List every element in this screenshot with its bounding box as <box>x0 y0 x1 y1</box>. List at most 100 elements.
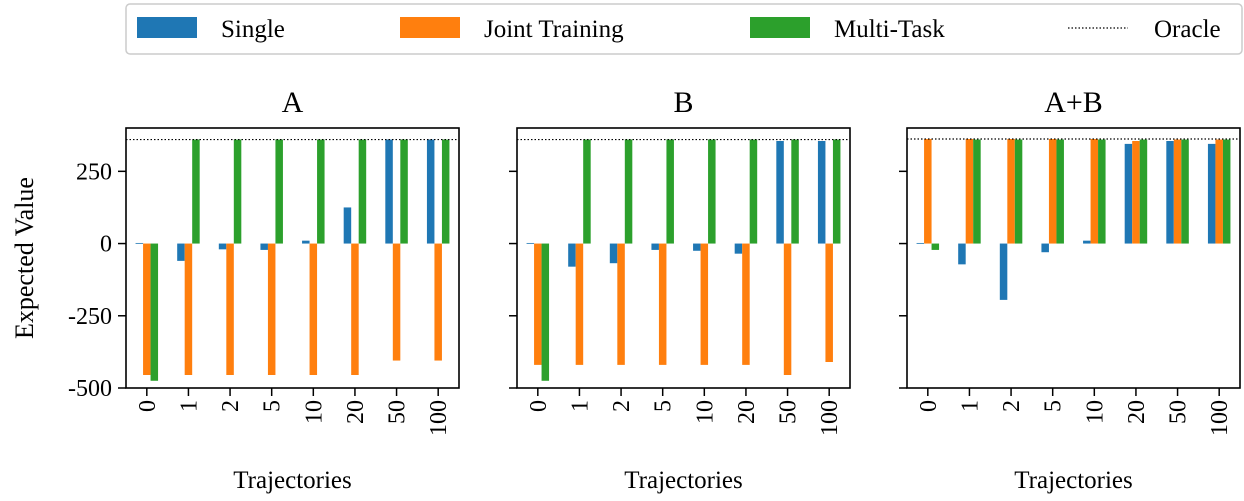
bar-joint-training-1 <box>575 243 584 365</box>
bar-single-50 <box>385 139 393 244</box>
x-tick-label: 100 <box>426 400 452 436</box>
x-tick-label: 10 <box>301 400 327 424</box>
bar-single-50 <box>1166 141 1174 244</box>
panel-title: B <box>673 86 693 119</box>
bar-joint-training-0 <box>924 138 932 244</box>
bar-single-5 <box>651 243 659 250</box>
x-tick-label: 1 <box>176 400 202 412</box>
bar-multi-task-50 <box>400 139 408 244</box>
bar-joint-training-100 <box>1215 139 1223 244</box>
bar-multi-task-1 <box>973 139 981 244</box>
bar-multi-task-2 <box>233 139 242 244</box>
x-tick-label: 0 <box>916 400 942 412</box>
panel-1: A -500 -250 0 250 0 1 2 5 10 20 50 100 Trajectories <box>68 86 460 494</box>
y-tick-label: 250 <box>76 159 112 185</box>
bar-joint-training-0 <box>143 243 151 375</box>
x-tick-label: 5 <box>1041 400 1067 412</box>
x-tick-label: 20 <box>1124 400 1150 424</box>
legend-label-3: Oracle <box>1154 16 1221 43</box>
bar-multi-task-0 <box>150 243 159 381</box>
bar-single-10 <box>693 243 701 251</box>
bar-joint-training-50 <box>392 243 401 361</box>
bar-multi-task-20 <box>358 139 367 244</box>
panel-2: B 0 1 2 5 10 20 50 100 Trajectories <box>509 86 851 494</box>
x-tick-label: 50 <box>385 400 411 424</box>
bar-multi-task-20 <box>749 139 758 244</box>
bar-multi-task-1 <box>583 139 591 244</box>
y-tick-label: -250 <box>68 304 112 330</box>
bar-multi-task-0 <box>541 243 550 381</box>
legend-frame <box>125 3 1243 55</box>
bar-single-2 <box>609 243 618 264</box>
bar-joint-training-5 <box>267 243 276 375</box>
bar-multi-task-50 <box>791 139 799 244</box>
panel-title: A <box>282 86 304 119</box>
y-tick-label: -500 <box>68 376 112 402</box>
panel-title: A+B <box>1044 86 1103 119</box>
legend-swatch-2 <box>750 17 810 38</box>
bar-joint-training-20 <box>742 243 750 365</box>
x-tick-label: 20 <box>734 400 760 424</box>
bar-multi-task-50 <box>1181 139 1189 244</box>
bar-joint-training-5 <box>1048 138 1057 244</box>
x-tick-label: 1 <box>567 400 593 412</box>
bar-single-1 <box>177 243 185 261</box>
x-tick-label: 2 <box>609 400 635 412</box>
bar-joint-training-50 <box>783 243 792 375</box>
bar-multi-task-100 <box>441 139 450 244</box>
x-tick-label: 20 <box>343 400 369 424</box>
x-tick-label: 100 <box>1207 400 1233 436</box>
bar-single-5 <box>260 243 268 250</box>
bar-joint-training-50 <box>1173 139 1182 244</box>
bar-multi-task-0 <box>931 243 940 250</box>
legend-swatch-0 <box>137 17 197 38</box>
bar-multi-task-10 <box>317 139 325 244</box>
bar-joint-training-20 <box>351 243 359 375</box>
bar-multi-task-1 <box>192 139 200 244</box>
bar-joint-training-1 <box>184 243 193 375</box>
x-axis-label: Trajectories <box>233 467 352 494</box>
bar-single-100 <box>426 139 435 244</box>
bar-joint-training-100 <box>825 243 833 362</box>
bar-joint-training-2 <box>226 243 234 375</box>
bar-multi-task-20 <box>1139 139 1148 244</box>
x-tick-label: 0 <box>135 400 161 412</box>
bar-single-50 <box>776 141 784 244</box>
x-tick-label: 5 <box>260 400 286 412</box>
x-axis-label: Trajectories <box>624 467 743 494</box>
panel-3: A+B 0 1 2 5 10 20 50 100 Trajectories <box>899 86 1241 494</box>
bar-single-1 <box>568 243 576 267</box>
legend-swatch-1 <box>400 17 460 38</box>
bar-single-0 <box>526 242 535 244</box>
bar-joint-training-2 <box>617 243 625 365</box>
x-tick-label: 50 <box>1166 400 1192 424</box>
panel-frame <box>906 127 1241 389</box>
y-tick-label: 0 <box>100 232 112 258</box>
bar-joint-training-10 <box>700 243 709 365</box>
bar-single-20 <box>343 207 352 244</box>
bar-multi-task-5 <box>1056 139 1064 244</box>
bar-joint-training-1 <box>965 138 974 244</box>
bar-joint-training-20 <box>1132 141 1140 244</box>
bar-single-10 <box>1083 240 1091 244</box>
panel-frame <box>125 127 460 389</box>
bar-multi-task-100 <box>832 139 841 244</box>
bar-joint-training-5 <box>658 243 667 365</box>
x-tick-label: 1 <box>957 400 983 412</box>
y-axis-label: Expected Value <box>10 177 39 339</box>
bar-multi-task-5 <box>275 139 283 244</box>
panel-frame <box>516 127 851 389</box>
bar-single-2 <box>999 243 1008 300</box>
bar-single-0 <box>135 242 144 244</box>
x-tick-label: 50 <box>776 400 802 424</box>
bar-single-20 <box>734 243 743 254</box>
bar-single-100 <box>1207 143 1216 244</box>
bar-joint-training-10 <box>1090 138 1099 244</box>
legend: Single Joint Training Multi-Task Oracle <box>125 3 1243 55</box>
bar-multi-task-10 <box>708 139 716 244</box>
bar-multi-task-100 <box>1222 139 1231 244</box>
x-tick-label: 10 <box>692 400 718 424</box>
bar-single-10 <box>302 240 310 244</box>
bar-joint-training-10 <box>309 243 318 375</box>
